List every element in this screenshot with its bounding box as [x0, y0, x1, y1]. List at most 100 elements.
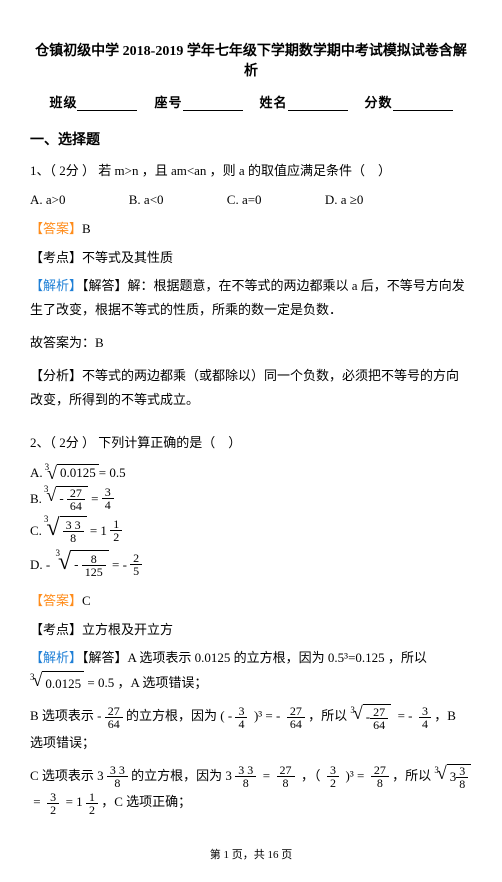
q1-opt-a: A. a>0 — [30, 192, 66, 208]
a-radicand: 0.0125 — [57, 464, 99, 481]
name-label: 姓名 — [260, 92, 288, 111]
c-rd: 2 — [110, 531, 122, 543]
inline-frac: 12 — [86, 791, 98, 816]
opt-c-label: C. — [30, 523, 42, 539]
a-rad-inline: 0.0125 — [45, 676, 81, 691]
eq-sign: = — [88, 491, 102, 507]
q2-opt-b: B. 3√- 2764 = 34 — [30, 486, 472, 512]
q1-topic: 【考点】不等式及其性质 — [30, 247, 472, 266]
q1-exp1: 【解答】解：根据题意，在不等式的两边都乘以 a 后，不等号方向发生了改变，根据不… — [30, 278, 465, 318]
cd: 8 — [107, 777, 128, 789]
doc-title: 仓镇初级中学 2018-2019 学年七年级下学期数学期中考试模拟试卷含解析 — [30, 40, 472, 80]
q2-explain: 【解析】【解答】A 选项表示 0.0125 的立方根，因为 0.5³=0.125… — [30, 646, 472, 697]
q2-expA2: = 0.5 ，A 选项错误； — [87, 675, 207, 690]
inline-root: 3√338 — [434, 764, 471, 791]
d8: 8 — [277, 777, 295, 789]
opt-a-label: A. — [30, 465, 43, 481]
c-result: 12 — [110, 518, 122, 543]
q2-expA: 【解答】A 选项表示 0.0125 的立方根，因为 0.5³=0.125 ，所以 — [82, 650, 427, 665]
bn3: 27 — [287, 705, 305, 718]
f: 2764 — [370, 706, 388, 731]
d-rd: 5 — [130, 565, 142, 577]
cubed: )³ = - — [251, 709, 284, 724]
q1-answer: 【答案】B — [30, 218, 472, 237]
a-eq: = 0.5 — [99, 465, 126, 481]
cubed: )³ = — [342, 768, 367, 783]
q2-opt-a: A. 3√0.0125 = 0.5 — [30, 464, 472, 482]
q2-expC3: ，所以 — [392, 768, 431, 783]
eq-sign: = - — [109, 557, 130, 573]
inline-frac: 2764 — [105, 705, 123, 730]
inline-frac: 278 — [371, 764, 389, 789]
seat-blank[interactable] — [183, 96, 243, 111]
n: 27 — [370, 706, 388, 719]
neg: - — [74, 556, 82, 571]
d: 2 — [86, 804, 98, 816]
q1-explain: 【解析】【解答】解：根据题意，在不等式的两边都乘以 a 后，不等号方向发生了改变… — [30, 274, 472, 323]
inline-frac: 278 — [277, 764, 295, 789]
q2-expB1: B 选项表示 - — [30, 709, 102, 724]
seat-label: 座号 — [154, 92, 182, 111]
cube-root-icon: 3√0.0125 — [45, 464, 99, 482]
n27: 27 — [277, 764, 295, 777]
b-result: 34 — [102, 486, 114, 511]
q1-opt-d: D. a ≥0 — [325, 192, 364, 208]
inline-root: 3√0.0125 — [30, 671, 84, 697]
cn: 3 3 — [107, 764, 128, 777]
inline-root: 3√-2764 — [350, 704, 391, 731]
q2-expC2: 的立方根，因为 3 — [131, 768, 232, 783]
d: 8 — [456, 778, 468, 790]
analyze-label: 【分析】 — [30, 368, 82, 383]
n: 3 — [456, 765, 468, 778]
c-frac: 3 38 — [63, 519, 84, 544]
section-heading: 一、选择题 — [30, 129, 472, 149]
n27b: 27 — [371, 764, 389, 777]
b-den: 64 — [67, 500, 85, 512]
opt-b-label: B. — [30, 491, 42, 507]
inline-frac: 34 — [235, 705, 247, 730]
bn: 27 — [105, 705, 123, 718]
q2-topic-value: 立方根及开立方 — [82, 622, 173, 637]
class-blank[interactable] — [77, 96, 137, 111]
q2-expB3: ，所以 — [308, 709, 347, 724]
cn2: 3 3 — [235, 764, 256, 777]
opt-d-label: D. - — [30, 557, 53, 573]
eq-sign: = 1 — [87, 523, 111, 539]
eq: = - — [394, 709, 415, 724]
question-1: 1、（ 2分 ） 若 m>n ，且 am<an ，则 a 的取值应满足条件（ ） — [30, 159, 472, 184]
q2-topic: 【考点】立方根及开立方 — [30, 619, 472, 638]
eq2: = 1 — [62, 794, 82, 809]
answer-label: 【答案】 — [30, 593, 82, 608]
cube-root-icon: 3√3 38 — [44, 516, 87, 546]
d-frac: 8125 — [82, 553, 106, 578]
q2-expB: B 选项表示 - 2764 的立方根，因为 ( - 34 )³ = - 2764… — [30, 704, 472, 755]
bd: 64 — [105, 718, 123, 730]
d2: 2 — [327, 777, 339, 789]
cube-root-icon: 3√- 8125 — [55, 550, 108, 580]
n: 3 — [47, 791, 59, 804]
topic-label: 【考点】 — [30, 250, 82, 265]
bd2: 4 — [235, 718, 247, 730]
q2-answer: 【答案】C — [30, 590, 472, 609]
score-blank[interactable] — [393, 96, 453, 111]
explain-label: 【解析】 — [30, 278, 82, 293]
inline-frac: 34 — [419, 705, 431, 730]
d-den: 125 — [82, 566, 106, 578]
cube-root-icon: 3√- 2764 — [44, 486, 88, 512]
q1-ana: 不等式的两边都乘（或都除以）同一个负数，必须把不等号的方向改变，所得到的不等式成… — [30, 368, 459, 408]
question-2: 2、（ 2分 ） 下列计算正确的是（ ） — [30, 431, 472, 456]
q1-answer-value: B — [82, 221, 91, 236]
eq: = — [259, 768, 273, 783]
d: 64 — [370, 719, 388, 731]
n: 1 — [86, 791, 98, 804]
name-blank[interactable] — [288, 96, 348, 111]
inline-frac: 32 — [47, 791, 59, 816]
q1-topic-value: 不等式及其性质 — [82, 250, 173, 265]
n3: 3 — [327, 764, 339, 777]
d8b: 8 — [371, 777, 389, 789]
b-frac: 2764 — [67, 487, 85, 512]
topic-label: 【考点】 — [30, 622, 82, 637]
q1-analyze: 【分析】不等式的两边都乘（或都除以）同一个负数，必须把不等号的方向改变，所得到的… — [30, 364, 472, 413]
q2-opt-c: C. 3√3 38 = 1 12 — [30, 516, 472, 546]
inline-frac: 3 38 — [107, 764, 128, 789]
